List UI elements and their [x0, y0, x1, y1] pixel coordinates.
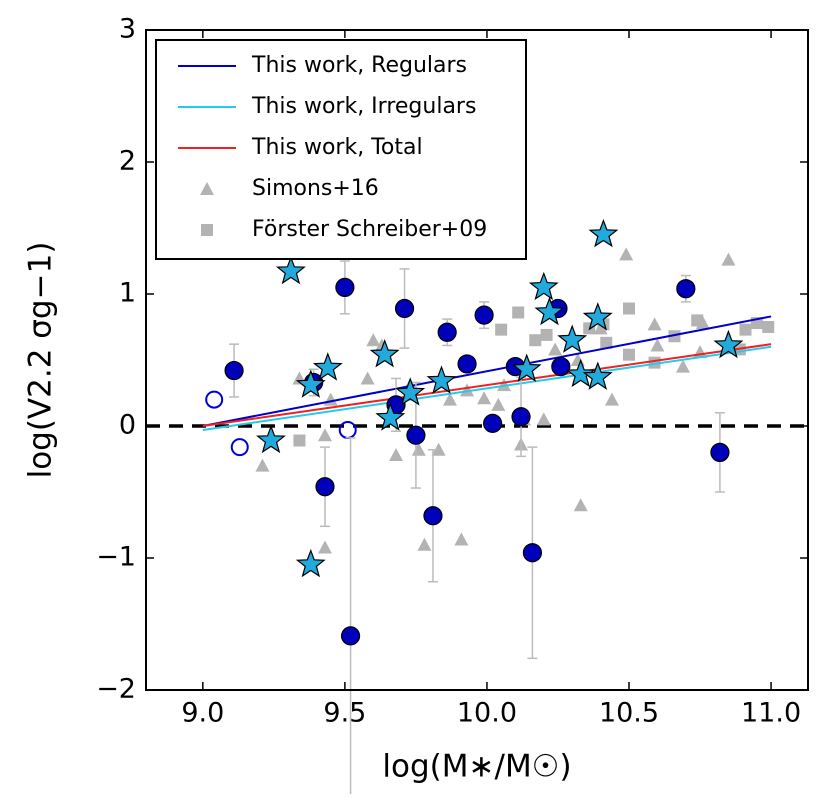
data-point [224, 360, 244, 381]
data-point [457, 354, 477, 374]
data-point [295, 548, 326, 578]
legend-swatch [201, 224, 213, 236]
data-point [619, 247, 634, 261]
y-tick-label: 3 [119, 14, 136, 45]
data-point [431, 442, 446, 456]
data-point [496, 378, 511, 392]
legend-swatch [200, 182, 214, 195]
data-point [360, 371, 375, 385]
x-tick-label: 9.5 [323, 698, 366, 729]
plot-frame [145, 29, 809, 691]
data-point [668, 330, 681, 343]
data-point [647, 317, 662, 331]
legend: This work, Regulars This work, Irregulars… [155, 39, 527, 260]
data-point [495, 323, 508, 336]
data-point [691, 314, 704, 327]
data-point [540, 328, 553, 341]
data-point [491, 397, 506, 411]
data-point [395, 377, 426, 406]
data-point [293, 434, 306, 447]
data-point [335, 277, 355, 297]
data-point [317, 428, 332, 442]
x-tick-label: 11.0 [741, 698, 801, 729]
data-point [205, 390, 224, 409]
data-point [366, 333, 381, 347]
data-point [573, 498, 588, 512]
data-point [565, 358, 596, 388]
data-point [406, 425, 426, 445]
data-point [275, 255, 306, 285]
data-point [534, 296, 565, 326]
data-point [604, 392, 619, 406]
data-point [460, 383, 475, 397]
legend-label: This work, Total [251, 135, 423, 160]
data-point [762, 321, 775, 333]
legend-label: This work, Regulars [251, 53, 467, 78]
data-point [623, 348, 636, 361]
data-point [295, 369, 326, 398]
data-point [582, 361, 613, 390]
y-tick-label: 0 [119, 410, 136, 441]
legend-label: Simons+16 [252, 176, 379, 201]
data-point [474, 305, 494, 325]
data-point [256, 424, 286, 454]
data-point [389, 448, 404, 462]
data-point [317, 540, 332, 554]
fit-line [202, 343, 772, 427]
x-axis-label: log(M∗/M☉) [382, 749, 571, 785]
data-point [443, 392, 458, 406]
legend-box [155, 39, 527, 260]
data-point [369, 338, 400, 368]
fit-line [202, 345, 772, 431]
data-point [582, 302, 613, 331]
legend-label: This work, Irregulars [251, 94, 476, 119]
data-point [511, 407, 531, 427]
data-point [312, 352, 343, 381]
data-point [536, 412, 551, 426]
data-point [710, 442, 730, 462]
data-point [417, 537, 432, 551]
data-point [557, 324, 588, 353]
data-point [588, 218, 619, 248]
data-point [551, 357, 571, 377]
data-point [477, 391, 492, 405]
y-axis-label: log(V2.2 σg−1) [23, 242, 59, 479]
x-tick-label: 10.0 [457, 698, 517, 729]
data-point [600, 336, 613, 349]
data-point [340, 626, 361, 646]
legend-label: Förster Schreiber+09 [252, 217, 487, 242]
data-point [676, 279, 696, 299]
data-point [483, 413, 503, 433]
data-point [426, 365, 457, 394]
x-tick-label: 10.5 [599, 698, 659, 729]
data-point [623, 302, 636, 315]
data-point [548, 342, 563, 356]
data-point [721, 252, 736, 266]
data-point [423, 506, 443, 526]
fit-line [202, 315, 772, 427]
y-tick-label: 2 [119, 146, 136, 177]
data-point [512, 306, 525, 319]
data-point [713, 329, 744, 359]
data-point [255, 458, 270, 472]
data-point [675, 359, 690, 373]
data-point [650, 338, 665, 352]
data-point [522, 543, 543, 563]
data-point [375, 402, 406, 431]
y-tick-label: 1 [119, 278, 136, 309]
data-point [437, 322, 457, 342]
data-point [230, 438, 249, 457]
data-point [454, 532, 469, 546]
data-point [528, 271, 559, 301]
data-point [739, 323, 752, 336]
data-point [529, 334, 542, 347]
data-point [511, 353, 542, 382]
x-tick-label: 9.0 [181, 698, 224, 729]
y-tick-label: −2 [96, 674, 136, 705]
data-point [394, 298, 415, 319]
y-tick-label: −1 [96, 542, 136, 573]
data-point [315, 477, 335, 497]
